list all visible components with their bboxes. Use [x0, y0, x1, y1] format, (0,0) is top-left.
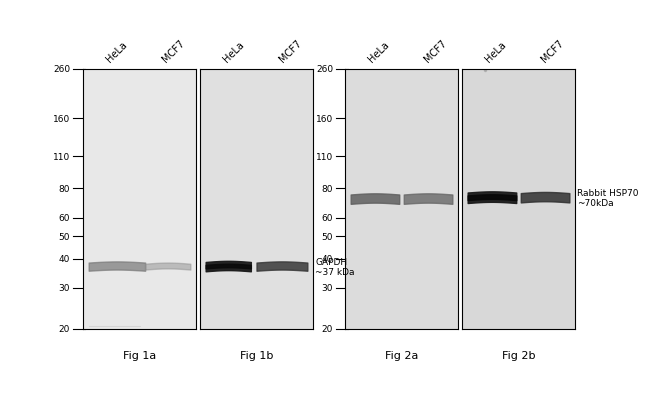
- Text: MCF7: MCF7: [422, 38, 449, 65]
- Text: 20: 20: [322, 325, 333, 334]
- Text: 50: 50: [58, 232, 70, 241]
- Text: GAPDH
~37 kDa: GAPDH ~37 kDa: [315, 257, 354, 277]
- Text: 40: 40: [58, 255, 70, 264]
- Text: HeLa: HeLa: [104, 40, 129, 65]
- Text: Fig 1a: Fig 1a: [123, 350, 156, 360]
- Text: MCF7: MCF7: [161, 38, 187, 65]
- Text: 40: 40: [322, 255, 333, 264]
- Text: 260: 260: [53, 65, 70, 74]
- Text: 60: 60: [58, 213, 70, 223]
- Text: 260: 260: [316, 65, 333, 74]
- Text: MCF7: MCF7: [540, 38, 566, 65]
- Text: 50: 50: [322, 232, 333, 241]
- Text: 60: 60: [322, 213, 333, 223]
- Text: Fig 1b: Fig 1b: [240, 350, 273, 360]
- Text: Fig 2b: Fig 2b: [502, 350, 535, 360]
- Text: 80: 80: [58, 185, 70, 194]
- Text: Rabbit HSP70
~70kDa: Rabbit HSP70 ~70kDa: [577, 189, 638, 208]
- Text: 20: 20: [58, 325, 70, 334]
- Text: HeLa: HeLa: [221, 40, 246, 65]
- Text: 80: 80: [322, 185, 333, 194]
- Text: 110: 110: [53, 152, 70, 161]
- Text: 30: 30: [322, 284, 333, 293]
- Text: 30: 30: [58, 284, 70, 293]
- Text: 160: 160: [316, 115, 333, 124]
- Text: MCF7: MCF7: [278, 38, 304, 65]
- Text: 160: 160: [53, 115, 70, 124]
- Text: Fig 2a: Fig 2a: [385, 350, 418, 360]
- Text: HeLa: HeLa: [483, 40, 508, 65]
- Text: 110: 110: [316, 152, 333, 161]
- Text: HeLa: HeLa: [366, 40, 391, 65]
